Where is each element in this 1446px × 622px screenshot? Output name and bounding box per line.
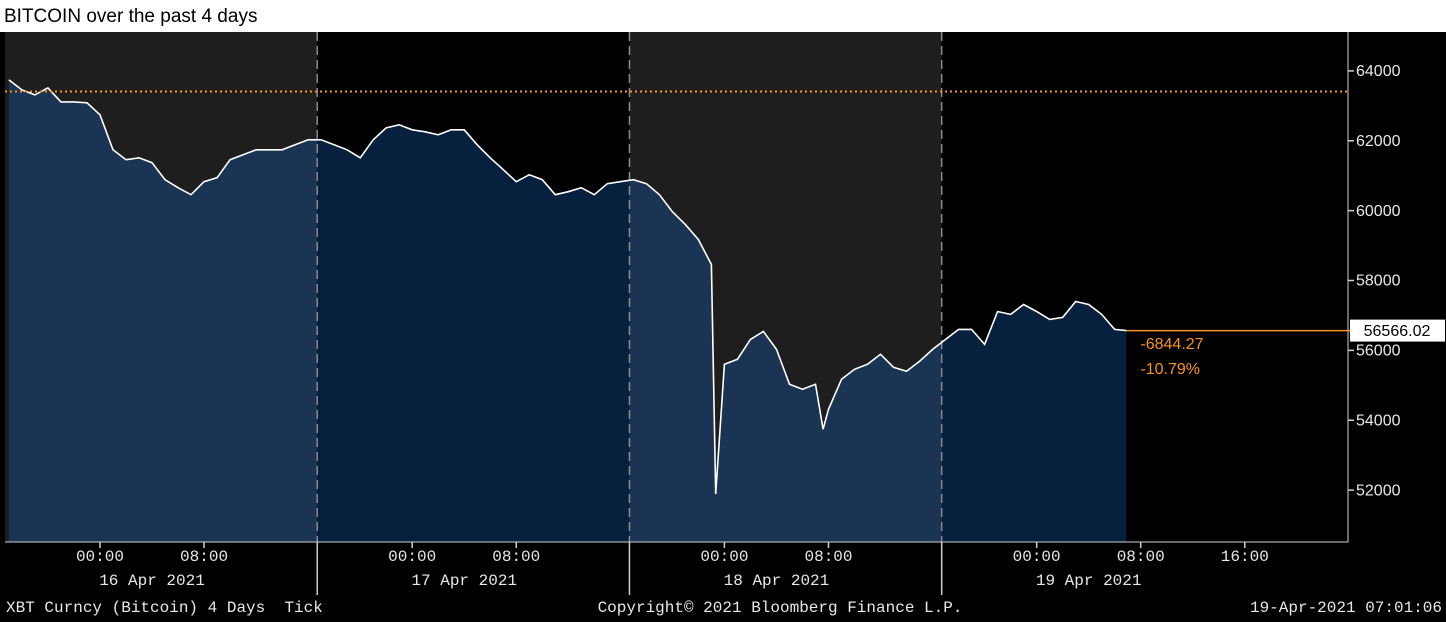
y-tick-label: 62000 xyxy=(1356,133,1401,150)
y-tick-label: 64000 xyxy=(1356,63,1401,80)
chart-title: BITCOIN over the past 4 days xyxy=(4,6,257,27)
footer-left: XBT Curncy (Bitcoin) 4 Days Tick xyxy=(6,599,323,617)
y-tick-label: 56000 xyxy=(1356,343,1401,360)
x-tick-label: 00:00 xyxy=(700,548,748,566)
x-tick-label: 08:00 xyxy=(492,548,540,566)
y-tick-label: 58000 xyxy=(1356,273,1401,290)
area-fill xyxy=(8,79,1127,543)
date-label: 17 Apr 2021 xyxy=(411,572,517,590)
date-label: 19 Apr 2021 xyxy=(1036,572,1142,590)
date-label: 16 Apr 2021 xyxy=(99,572,205,590)
x-tick-label: 16:00 xyxy=(1221,548,1269,566)
last-price-box xyxy=(1350,319,1445,342)
footer-right: 19-Apr-2021 07:01:06 xyxy=(1250,599,1442,617)
x-tick-label: 00:00 xyxy=(76,548,124,566)
change-percent-label: -10.79% xyxy=(1140,361,1200,378)
y-tick-label: 52000 xyxy=(1356,482,1401,499)
x-tick-label: 08:00 xyxy=(180,548,228,566)
y-tick-label: 60000 xyxy=(1356,203,1401,220)
last-price-label: 56566.02 xyxy=(1364,323,1431,340)
price-line xyxy=(8,79,1127,495)
x-tick-label: 08:00 xyxy=(804,548,852,566)
footer-center: Copyright© 2021 Bloomberg Finance L.P. xyxy=(598,599,963,617)
y-tick-label: 54000 xyxy=(1356,412,1401,429)
x-tick-label: 08:00 xyxy=(1117,548,1165,566)
change-label: -6844.27 xyxy=(1140,336,1203,353)
x-tick-label: 00:00 xyxy=(1013,548,1061,566)
date-label: 18 Apr 2021 xyxy=(724,572,830,590)
x-tick-label: 00:00 xyxy=(388,548,436,566)
